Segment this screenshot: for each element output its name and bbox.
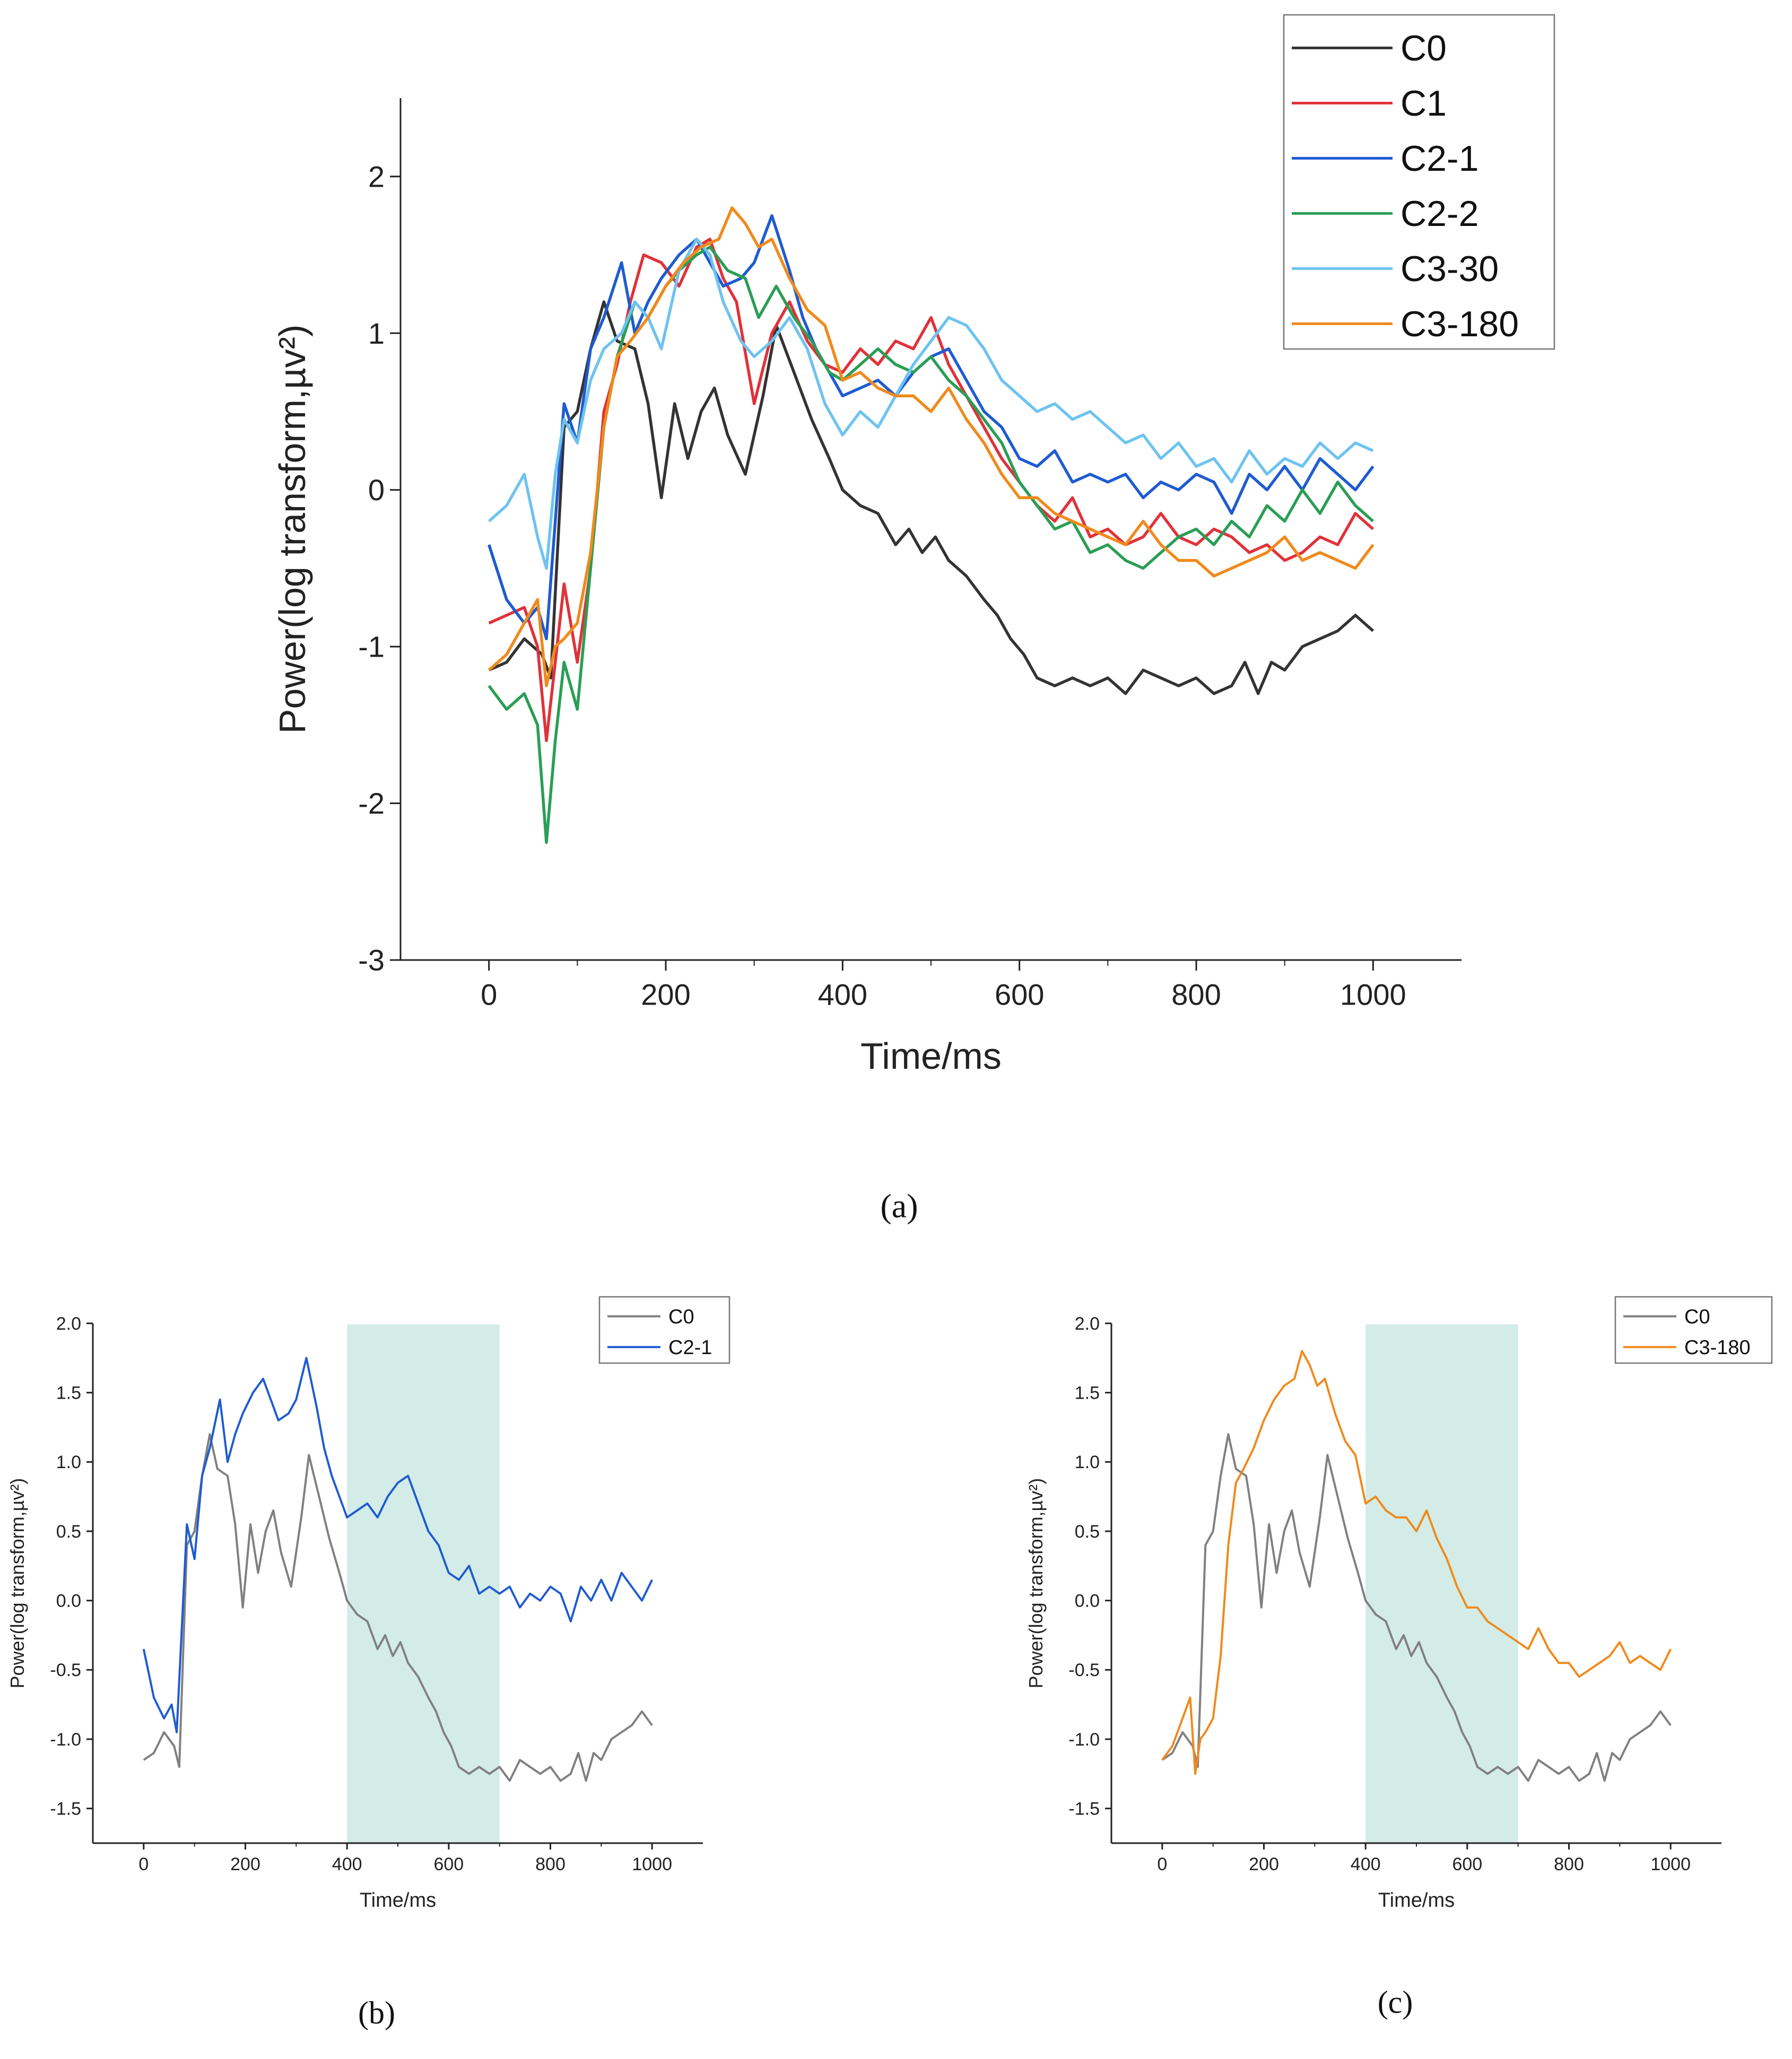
legend-label: C2-1 <box>1400 138 1478 179</box>
x-tick-label: 1000 <box>1650 1854 1691 1874</box>
panel-label: (a) <box>880 1187 918 1225</box>
legend-label: C3-30 <box>1400 249 1499 289</box>
legend-box <box>598 1296 730 1364</box>
legend: C0 C3-180 <box>1614 1296 1773 1364</box>
y-tick-label: 2 <box>368 160 385 193</box>
x-tick-label: 0 <box>138 1854 149 1874</box>
y-tick-label: 1 <box>368 317 385 350</box>
series-line-c0 <box>488 300 1375 695</box>
legend-label: C2-2 <box>1400 194 1478 234</box>
series-line-c2-1 <box>142 1357 653 1733</box>
y-tick-label: 0.0 <box>56 1591 81 1611</box>
panel-label: (b) <box>358 1995 395 2030</box>
y-axis-title: Power(log transform,µv²) <box>272 325 313 734</box>
x-tick-label: 1000 <box>1340 978 1406 1011</box>
x-tick-label: 600 <box>995 978 1044 1011</box>
y-tick-label: 1.0 <box>56 1452 81 1472</box>
y-tick-label: 0.0 <box>1075 1591 1100 1611</box>
y-axis-title: Power(log transform,µv²) <box>6 1478 28 1689</box>
y-tick-label: 0.5 <box>56 1522 81 1542</box>
legend-box <box>1614 1296 1773 1364</box>
series-line-c3-180 <box>1161 1350 1672 1775</box>
series-line-c1 <box>488 238 1375 743</box>
y-tick-label: -3 <box>358 944 385 977</box>
y-tick-label: -2 <box>358 787 385 820</box>
y-tick-label: -1 <box>358 630 385 664</box>
highlight-band <box>347 1324 500 1843</box>
legend-label: C1 <box>1400 83 1447 124</box>
series-line-c0 <box>143 1433 653 1782</box>
legend: C0 C2-1 <box>598 1296 730 1364</box>
y-tick-label: 2.0 <box>1075 1314 1100 1334</box>
y-axis-title: Power(log transform,µv²) <box>1025 1478 1047 1689</box>
x-tick-label: 800 <box>1554 1854 1584 1874</box>
x-axis-title: Time/ms <box>860 1035 1002 1077</box>
chart-panel-c: 0 200 400 600 800 1000 2.0 1.5 1.0 0.5 0.0 -0.5 -1.0… <box>1025 1296 1773 2020</box>
x-tick-label: 600 <box>433 1854 464 1874</box>
series-line-c3-30 <box>488 238 1374 570</box>
y-tick-label: 1.0 <box>1075 1452 1100 1472</box>
y-tick-label: -1.5 <box>50 1799 81 1819</box>
x-axis-title: Time/ms <box>360 1889 436 1912</box>
x-tick-label: 800 <box>1171 978 1221 1011</box>
x-tick-label: 400 <box>818 978 867 1011</box>
x-tick-label: 1000 <box>632 1854 672 1874</box>
legend-box <box>1283 14 1555 350</box>
chart-panel-a: 0 200 400 600 800 1000 -3 -2 -1 0 1 2 Time/ms Power(l… <box>272 14 1555 1225</box>
legend-label: C0 <box>668 1306 694 1328</box>
series-line-c3-180 <box>488 206 1375 687</box>
y-tick-label: -1.5 <box>1068 1799 1100 1819</box>
legend-label: C3-180 <box>1400 304 1519 344</box>
legend-label: C3-180 <box>1684 1337 1751 1359</box>
y-tick-label: 1.5 <box>1075 1383 1100 1403</box>
legend-label: C0 <box>1684 1306 1710 1328</box>
x-tick-label: 400 <box>1351 1854 1381 1874</box>
x-tick-label: 0 <box>1157 1854 1167 1874</box>
x-tick-label: 200 <box>1249 1854 1279 1874</box>
y-tick-label: -0.5 <box>50 1660 81 1680</box>
x-tick-label: 400 <box>332 1854 362 1874</box>
legend-label: C0 <box>1400 28 1447 68</box>
x-axis-title: Time/ms <box>1378 1889 1455 1912</box>
x-tick-label: 200 <box>230 1854 260 1874</box>
y-tick-label: 0.5 <box>1075 1522 1100 1542</box>
panel-label: (c) <box>1378 1985 1413 2020</box>
legend-label: C2-1 <box>668 1337 712 1359</box>
y-tick-label: -1.0 <box>50 1730 81 1750</box>
highlight-band <box>1365 1324 1518 1843</box>
y-tick-label: -1.0 <box>1068 1730 1100 1750</box>
series-line-c2-1 <box>488 214 1375 641</box>
y-tick-label: 1.5 <box>56 1383 81 1403</box>
chart-panel-b: 0 200 400 600 800 1000 2.0 1.5 1.0 0.5 0.0 -0.5 -1.0… <box>6 1296 730 2030</box>
y-tick-label: 0 <box>368 473 385 507</box>
legend: C0 C1 C2-1 C2-2 C3-30 C3-180 <box>1283 14 1555 350</box>
x-tick-label: 600 <box>1452 1854 1482 1874</box>
y-tick-label: -0.5 <box>1068 1660 1100 1680</box>
x-tick-label: 800 <box>535 1854 566 1874</box>
y-tick-label: 2.0 <box>56 1314 81 1334</box>
x-tick-label: 200 <box>641 978 690 1011</box>
x-tick-label: 0 <box>481 978 497 1011</box>
